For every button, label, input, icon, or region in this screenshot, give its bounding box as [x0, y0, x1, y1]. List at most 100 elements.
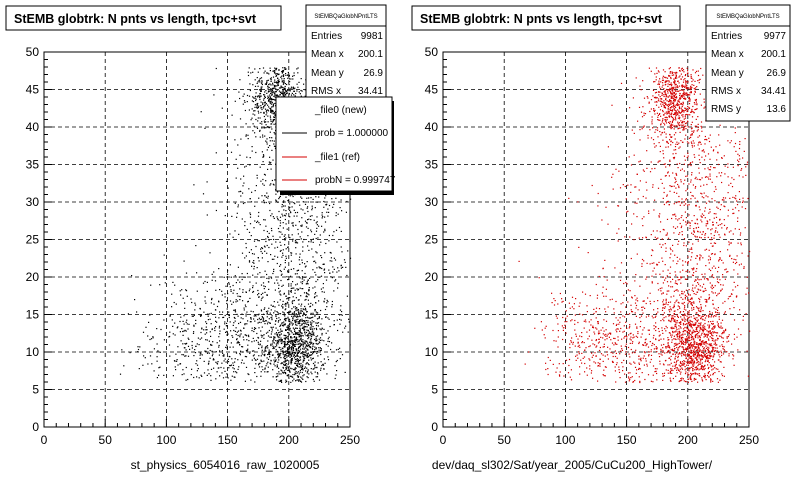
scatter-point	[290, 86, 293, 88]
scatter-point	[675, 87, 677, 89]
scatter-point	[278, 287, 280, 289]
scatter-point	[686, 331, 688, 333]
scatter-point	[665, 120, 667, 122]
scatter-point	[255, 136, 257, 138]
scatter-point	[680, 380, 682, 382]
scatter-point	[301, 283, 303, 285]
scatter-point	[721, 344, 723, 346]
scatter-point	[257, 215, 260, 217]
scatter-point	[696, 307, 698, 309]
scatter-point	[308, 333, 310, 335]
scatter-point	[666, 352, 668, 354]
scatter-point	[716, 378, 719, 380]
scatter-point	[253, 227, 255, 229]
scatter-point	[304, 354, 306, 357]
scatter-point	[708, 262, 710, 264]
scatter-point	[258, 292, 260, 295]
scatter-point	[704, 342, 706, 344]
scatter-point	[295, 337, 297, 339]
scatter-point	[298, 373, 300, 375]
scatter-point	[306, 281, 308, 283]
scatter-point	[679, 127, 681, 129]
scatter-point	[314, 310, 316, 312]
scatter-point	[694, 362, 696, 364]
scatter-point	[245, 366, 248, 368]
scatter-point	[696, 342, 698, 344]
scatter-point	[713, 343, 715, 345]
scatter-point	[271, 319, 273, 321]
scatter-point	[323, 269, 325, 271]
scatter-point	[331, 260, 333, 262]
scatter-point	[689, 339, 691, 341]
scatter-point	[280, 330, 282, 332]
scatter-point	[659, 334, 661, 336]
scatter-point	[299, 379, 301, 381]
scatter-point	[343, 259, 346, 261]
scatter-point	[304, 342, 306, 344]
scatter-point	[690, 360, 692, 362]
scatter-point	[291, 368, 293, 370]
scatter-point	[679, 93, 681, 95]
scatter-point	[701, 356, 703, 358]
scatter-point	[331, 306, 333, 308]
scatter-point	[659, 88, 662, 90]
scatter-point	[282, 74, 284, 76]
scatter-point	[679, 97, 681, 99]
scatter-point	[247, 344, 249, 346]
scatter-point	[191, 344, 193, 347]
scatter-point	[300, 332, 302, 334]
scatter-point	[308, 337, 310, 339]
scatter-point	[701, 177, 703, 179]
scatter-point	[258, 317, 260, 319]
scatter-point	[269, 322, 271, 324]
scatter-point	[192, 332, 195, 334]
scatter-point	[260, 180, 262, 182]
scatter-point	[322, 364, 325, 366]
scatter-point	[266, 244, 268, 247]
scatter-point	[209, 349, 211, 352]
scatter-point	[327, 317, 329, 319]
scatter-point	[284, 315, 286, 317]
scatter-point	[647, 134, 649, 137]
scatter-point	[279, 265, 281, 267]
scatter-point	[302, 320, 304, 322]
scatter-point	[265, 350, 267, 352]
scatter-point	[295, 332, 297, 334]
scatter-point	[693, 130, 695, 132]
scatter-point	[325, 316, 327, 318]
scatter-point	[290, 354, 292, 357]
scatter-point	[321, 364, 323, 367]
scatter-point	[298, 334, 300, 336]
scatter-point	[682, 334, 684, 336]
scatter-point	[670, 100, 672, 102]
scatter-point	[695, 327, 697, 329]
scatter-point	[259, 77, 261, 80]
scatter-point	[239, 118, 242, 120]
scatter-point	[662, 332, 664, 334]
scatter-point	[698, 347, 700, 349]
scatter-point	[294, 367, 296, 369]
scatter-point	[665, 81, 667, 83]
scatter-point	[254, 320, 256, 322]
scatter-point	[294, 87, 296, 89]
scatter-point	[681, 95, 683, 97]
scatter-point	[697, 314, 699, 316]
scatter-point	[263, 199, 265, 201]
scatter-point	[261, 107, 263, 109]
scatter-point	[224, 314, 226, 317]
scatter-point	[211, 350, 213, 352]
scatter-point	[285, 353, 287, 355]
scatter-point	[279, 335, 281, 337]
scatter-point	[650, 99, 653, 101]
scatter-point	[313, 219, 315, 221]
scatter-point	[314, 314, 316, 316]
scatter-point	[281, 233, 283, 235]
scatter-point	[297, 309, 299, 311]
scatter-point	[257, 96, 259, 98]
scatter-point	[333, 320, 335, 322]
scatter-point	[312, 330, 314, 332]
scatter-point	[670, 76, 672, 79]
scatter-point	[291, 361, 293, 364]
scatter-point	[277, 353, 279, 355]
scatter-point	[261, 127, 263, 129]
